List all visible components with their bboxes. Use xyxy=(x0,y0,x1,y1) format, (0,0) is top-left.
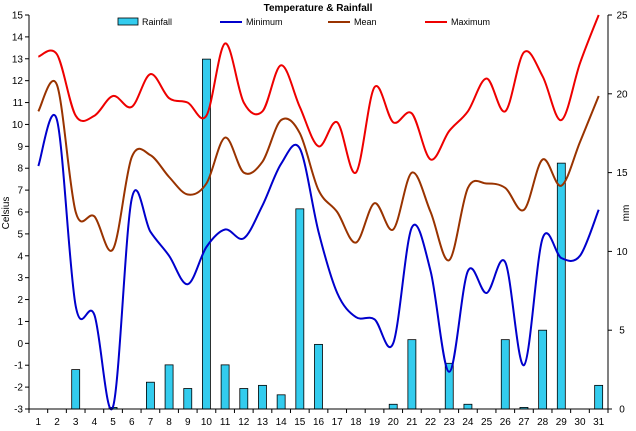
x-tick-label: 9 xyxy=(185,417,191,428)
x-tick-label: 30 xyxy=(574,417,586,428)
y-left-tick-label: 3 xyxy=(17,273,23,284)
rainfall-bar xyxy=(314,343,323,410)
x-tick-label: 7 xyxy=(148,417,154,428)
y-left-tick-label: 4 xyxy=(17,251,23,262)
x-tick-label: 16 xyxy=(313,417,325,428)
y-left-tick-label: 0 xyxy=(17,339,23,350)
x-tick-label: 27 xyxy=(518,417,530,428)
x-tick-label: 22 xyxy=(425,417,437,428)
rainfall-bar xyxy=(463,403,473,410)
y-left-tick-label: -2 xyxy=(14,383,23,394)
y-axis-right-title: mm xyxy=(621,205,632,222)
x-tick-label: 2 xyxy=(54,417,60,428)
y-left-tick-label: -3 xyxy=(14,405,23,416)
x-tick-label: 6 xyxy=(129,417,135,428)
rainfall-bar xyxy=(183,388,193,410)
x-tick-label: 20 xyxy=(388,417,400,428)
legend: Rainfall Minimum Mean Maximum xyxy=(117,17,490,27)
x-tick-label: 26 xyxy=(500,417,512,428)
rainfall-bar xyxy=(71,369,81,410)
x-tick-label: 24 xyxy=(462,417,474,428)
x-tick-label: 18 xyxy=(350,417,362,428)
rainfall-bar xyxy=(239,388,249,410)
rainfall-bar xyxy=(444,362,454,410)
rainfall-bar xyxy=(556,162,566,410)
y-left-tick-label: 7 xyxy=(17,186,23,197)
rainfall-bar xyxy=(388,403,398,410)
y-right-tick-label: 25 xyxy=(616,11,628,22)
y-left-tick-label: -1 xyxy=(14,361,23,372)
rainfall-bar xyxy=(407,339,417,410)
y-left-tick-label: 1 xyxy=(17,317,23,328)
y-left-tick-label: 2 xyxy=(17,295,23,306)
x-tick-label: 3 xyxy=(73,417,79,428)
x-tick-label: 19 xyxy=(369,417,381,428)
x-tick-label: 14 xyxy=(276,417,288,428)
y-left-tick-label: 5 xyxy=(17,229,23,240)
rainfall-bar xyxy=(164,364,174,410)
y-right-tick-label: 20 xyxy=(616,89,628,100)
series-line-maximum xyxy=(37,14,600,174)
x-axis: 1 2 3 4 5 6 7 8 9 10 11 12 13 14 15 16 17 18 19 20 21 22 23 24 2… xyxy=(28,409,609,428)
y-left-tick-label: 8 xyxy=(17,164,23,175)
y-right-tick-label: 5 xyxy=(619,326,625,337)
x-tick-label: 25 xyxy=(481,417,493,428)
x-tick-label: 21 xyxy=(406,417,418,428)
x-tick-label: 31 xyxy=(593,417,605,428)
x-tick-label: 23 xyxy=(444,417,456,428)
y-right-tick-label: 15 xyxy=(616,168,628,179)
x-tick-label: 1 xyxy=(36,417,42,428)
y-axis-left-title: Celsius xyxy=(1,197,12,230)
rainfall-bar xyxy=(258,384,267,410)
rainfall-bar xyxy=(146,381,155,410)
x-tick-label: 13 xyxy=(257,417,269,428)
temperature-lines xyxy=(37,14,600,411)
x-tick-label: 17 xyxy=(332,417,344,428)
rainfall-bar xyxy=(500,339,510,410)
rainfall-bar xyxy=(538,329,548,410)
x-tick-label: 15 xyxy=(294,417,306,428)
y-left-tick-label: 10 xyxy=(12,120,24,131)
rainfall-bar xyxy=(202,58,211,410)
series-line-minimum xyxy=(37,114,600,411)
y-left-tick-label: 12 xyxy=(12,76,24,87)
rainfall-bar xyxy=(594,384,604,410)
y-right-tick-label: 0 xyxy=(619,405,625,416)
legend-label-maximum: Maximum xyxy=(451,17,490,27)
legend-swatch-rainfall xyxy=(117,17,139,26)
rainfall-bar xyxy=(220,364,230,410)
series-line-mean xyxy=(37,80,600,262)
y-left-tick-label: 9 xyxy=(17,142,23,153)
x-tick-label: 8 xyxy=(166,417,172,428)
x-tick-label: 29 xyxy=(556,417,568,428)
rainfall-bar xyxy=(276,394,286,410)
x-tick-label: 5 xyxy=(110,417,116,428)
y-left-tick-label: 13 xyxy=(12,54,24,65)
x-tick-label: 11 xyxy=(220,417,231,428)
y-right-tick-label: 10 xyxy=(616,247,628,258)
x-tick-label: 28 xyxy=(537,417,549,428)
y-left-tick-label: 15 xyxy=(12,11,24,22)
y-axis-right: 0 5 10 15 20 25 xyxy=(608,11,628,416)
x-tick-label: 10 xyxy=(201,417,213,428)
x-tick-label: 12 xyxy=(238,417,250,428)
y-left-tick-label: 14 xyxy=(12,32,24,43)
legend-label-rainfall: Rainfall xyxy=(142,17,172,27)
legend-label-minimum: Minimum xyxy=(246,17,283,27)
chart-title: Temperature & Rainfall xyxy=(264,3,373,14)
x-tick-label: 4 xyxy=(92,417,98,428)
rainfall-bar xyxy=(295,208,305,410)
y-left-tick-label: 11 xyxy=(13,98,24,109)
y-left-tick-label: 6 xyxy=(17,208,23,219)
legend-label-mean: Mean xyxy=(354,17,377,27)
